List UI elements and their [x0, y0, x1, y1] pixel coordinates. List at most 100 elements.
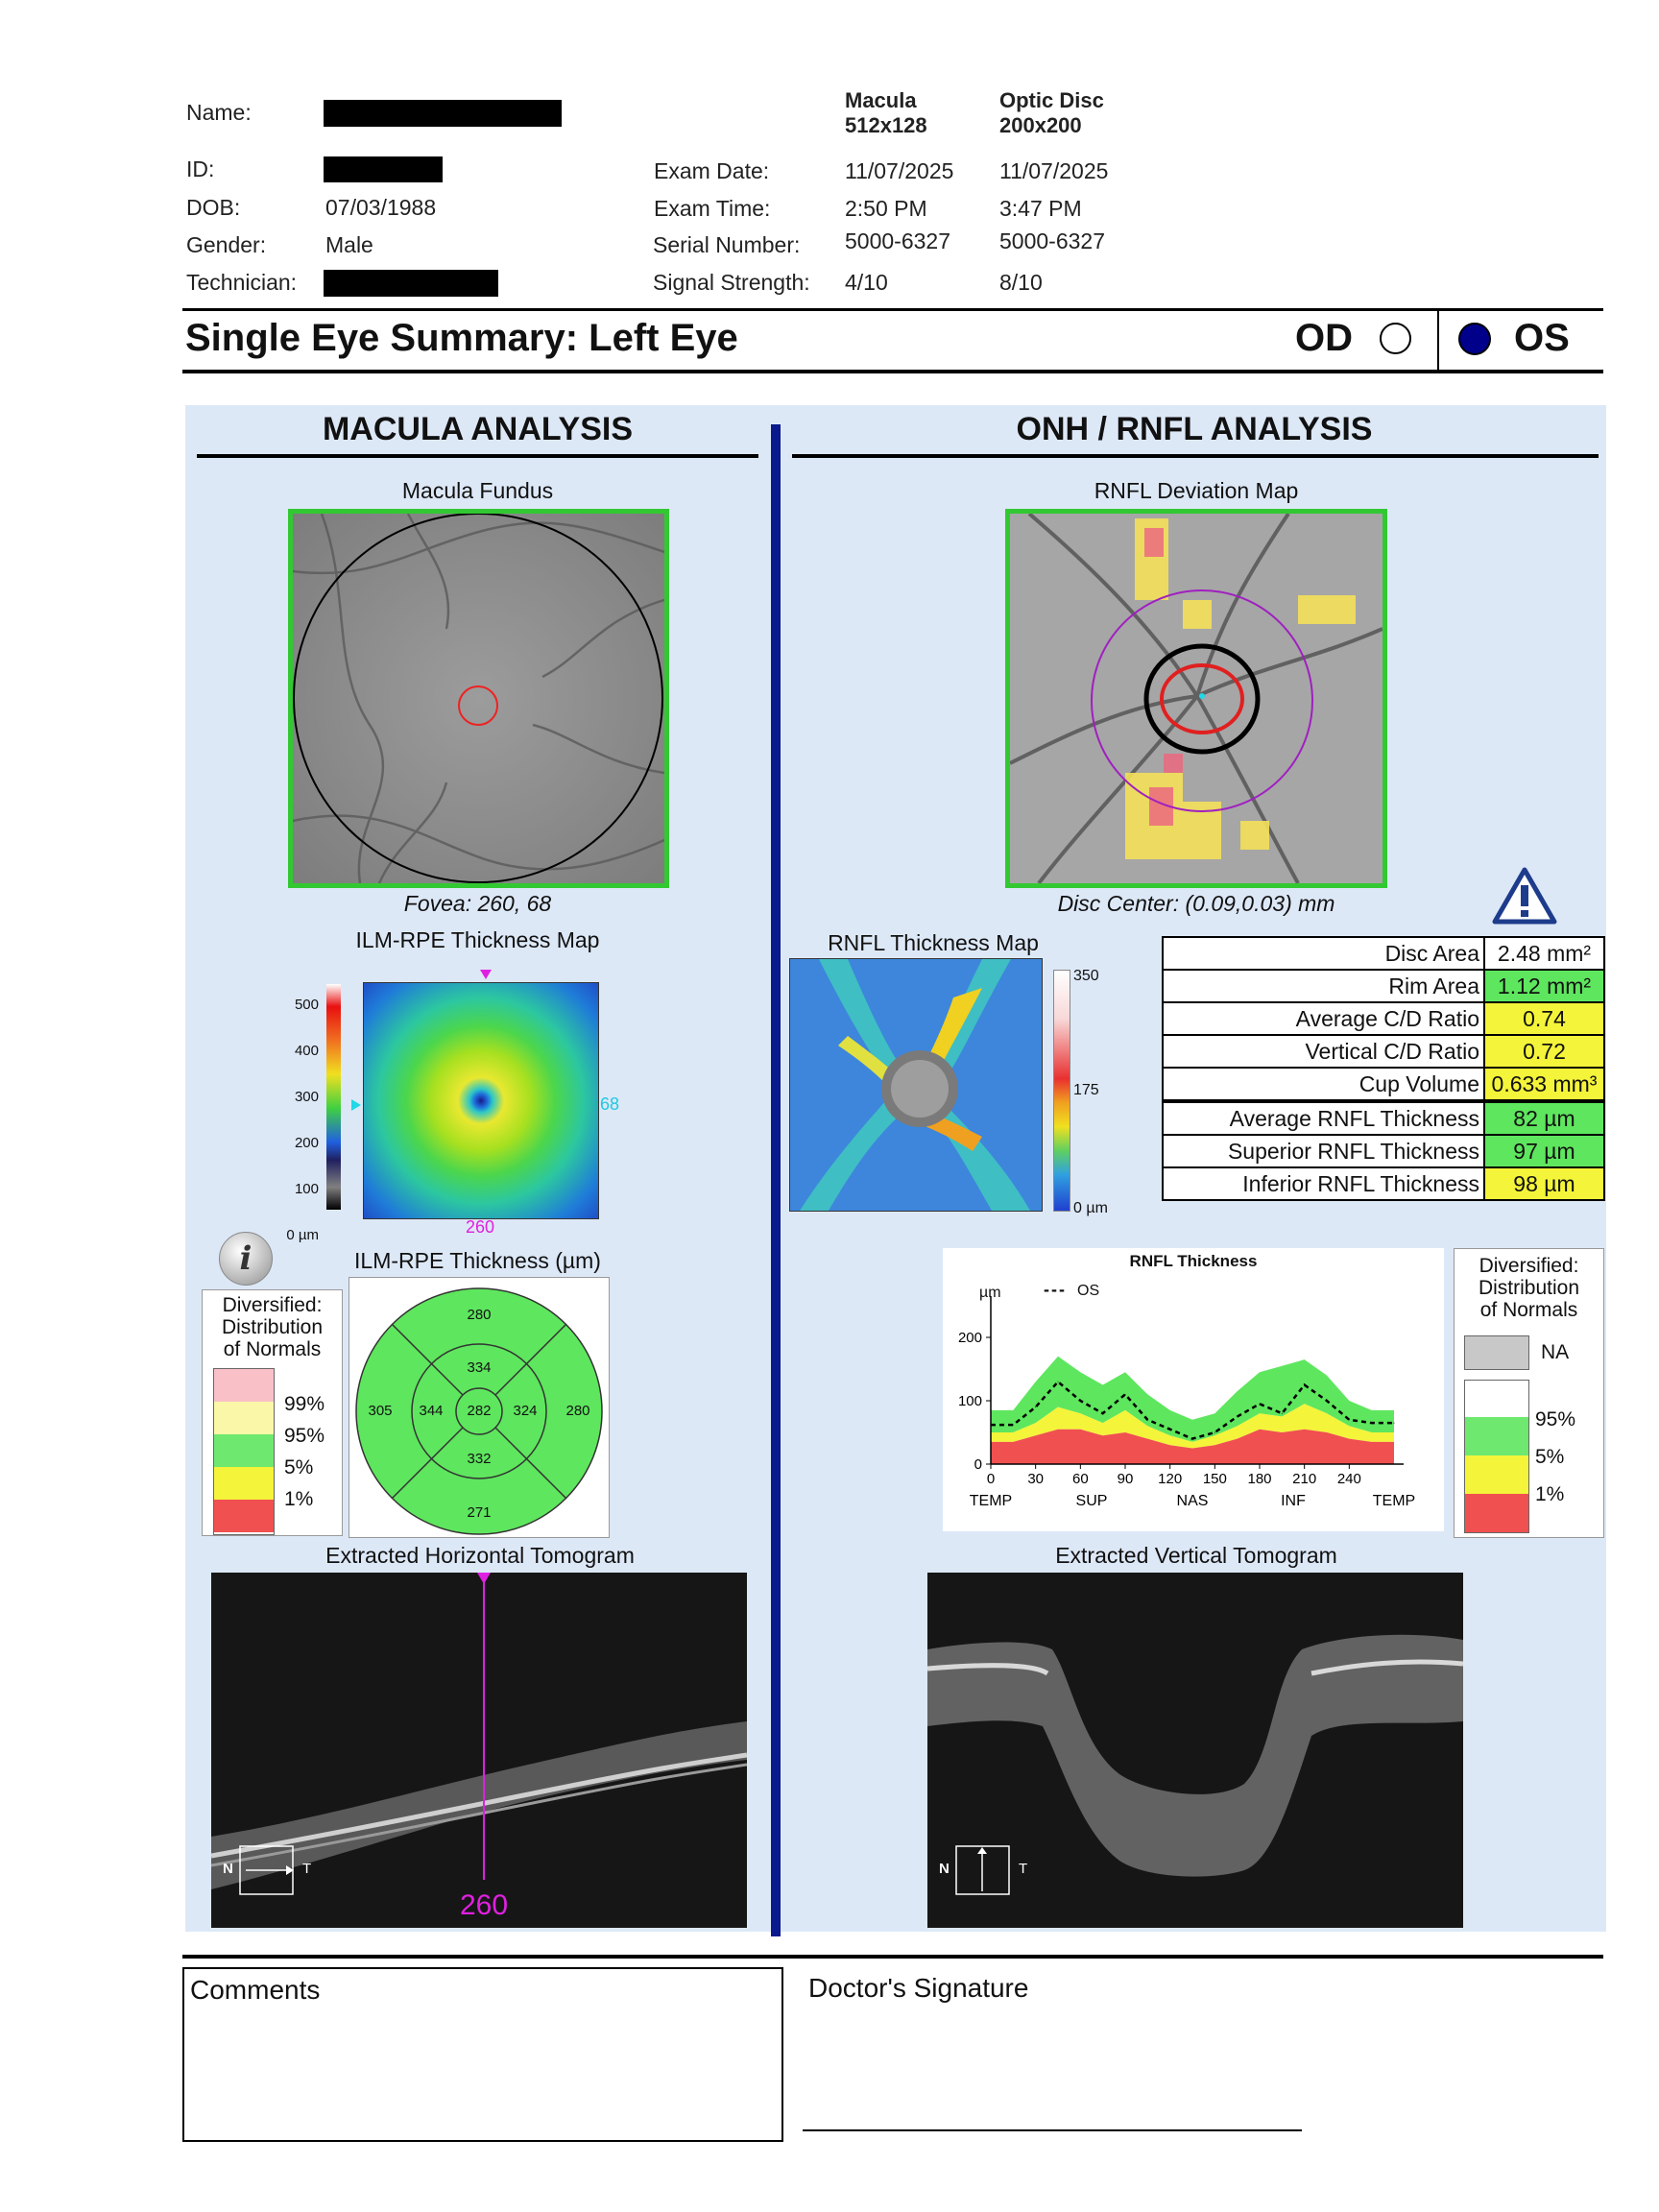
- dob-value: 07/03/1988: [325, 195, 437, 220]
- disc-serial: 5000-6327: [999, 228, 1105, 253]
- title-bottom-rule: [182, 370, 1603, 373]
- rnfl-os-point: [1191, 1438, 1193, 1440]
- panel-divider: [771, 424, 781, 1936]
- os-label: OS: [1514, 317, 1570, 359]
- rnfl-deviation-map: [1005, 509, 1387, 888]
- grid-inner-nasal: 324: [513, 1403, 538, 1419]
- sector-label: INF: [1281, 1493, 1306, 1509]
- warning-icon[interactable]: [1491, 866, 1558, 926]
- macula-section-title: MACULA ANALYSIS: [322, 411, 634, 447]
- od-label: OD: [1295, 317, 1353, 359]
- macula-legend-labels: 99% 95% 5% 1%: [284, 1393, 325, 1510]
- disc-exam-header: Optic Disc 200x200: [999, 88, 1104, 137]
- rnfl-scale-tick-bottom: 0 µm: [1073, 1200, 1108, 1216]
- rnfl-os-point: [1079, 1400, 1081, 1402]
- signature-line[interactable]: [803, 2129, 1302, 2131]
- rnfl-os-point: [1348, 1419, 1350, 1421]
- rnfl-scale-tick-mid: 175: [1073, 1082, 1099, 1098]
- rnfl-legend-labels: 95% 5% 1%: [1535, 1408, 1576, 1505]
- y-tick-label: 100: [958, 1393, 982, 1409]
- eye-divider: [1437, 311, 1439, 371]
- rnfl-os-point: [1214, 1431, 1215, 1433]
- grid-inner-temporal: 344: [419, 1403, 444, 1419]
- rnfl-legend-swatches: [1464, 1380, 1529, 1533]
- stats-row: Superior RNFL Thickness 97 µm: [1162, 1134, 1605, 1168]
- page-title: Single Eye Summary: Left Eye: [185, 317, 738, 359]
- rnfl-legend: Diversified: Distribution of Normals NA …: [1454, 1248, 1604, 1538]
- legend-title-line: of Normals: [223, 1338, 322, 1360]
- legend-swatch-red: [1465, 1494, 1528, 1532]
- chart-ylabel: µm: [979, 1285, 1001, 1301]
- chart-title: RNFL Thickness: [1129, 1252, 1258, 1270]
- grid-center: 282: [467, 1403, 492, 1419]
- grid-inner-superior: 334: [467, 1359, 492, 1376]
- onh-stats-table: Disc Area 2.48 mm² Rim Area 1.12 mm² Average…: [1162, 936, 1605, 1201]
- stats-value: 97 µm: [1483, 1134, 1605, 1168]
- rnfl-os-point: [1124, 1393, 1126, 1395]
- legend-title-line: Distribution: [1478, 1277, 1580, 1299]
- map-x-marker-arrow: [480, 970, 492, 979]
- htomo-orient-n: N: [223, 1861, 233, 1877]
- y-tick-label: 0: [974, 1456, 982, 1473]
- stats-label: Disc Area: [1162, 936, 1485, 971]
- rnfl-os-point: [1304, 1384, 1306, 1385]
- rnfl-os-point: [1237, 1416, 1238, 1417]
- rnfl-thickness-chart: RNFL Thickness µm --- OS 0 100 200 0 30 60 90 1…: [943, 1248, 1444, 1531]
- legend-swatch-pink: [214, 1369, 274, 1402]
- chart-legend-label: OS: [1077, 1283, 1100, 1299]
- rnfl-deviation-title: RNFL Deviation Map: [1094, 478, 1299, 503]
- macula-title-rule: [197, 454, 758, 458]
- macula-legend-swatches: [213, 1368, 275, 1535]
- x-tick-label: 210: [1292, 1471, 1316, 1487]
- rnfl-thickness-map: [789, 958, 1043, 1212]
- stats-row: Disc Area 2.48 mm²: [1162, 936, 1605, 971]
- stats-value: 2.48 mm²: [1483, 936, 1605, 971]
- macula-exam-header: Macula 512x128: [845, 88, 927, 137]
- onh-section-title: ONH / RNFL ANALYSIS: [1016, 411, 1373, 447]
- macula-fundus-title: Macula Fundus: [401, 478, 554, 503]
- footer-rule: [182, 1955, 1603, 1959]
- stats-label: Vertical C/D Ratio: [1162, 1034, 1485, 1069]
- chart-legend-line-icon: ---: [1044, 1280, 1067, 1299]
- rnfl-os-point: [1371, 1422, 1373, 1424]
- legend-swatch-yellow: [1465, 1455, 1528, 1494]
- ilm-rpe-grid: 280 334 305 344 282 324 280 332 271: [349, 1277, 610, 1538]
- exam-date-label: Exam Date:: [654, 158, 770, 183]
- stats-label: Inferior RNFL Thickness: [1162, 1166, 1485, 1201]
- rnfl-os-point: [1393, 1422, 1395, 1424]
- rnfl-os-point: [1102, 1412, 1104, 1414]
- macula-scale-ticks: 500 400 300 200 100 0 µm: [286, 997, 319, 1243]
- legend-title-line: Diversified:: [1479, 1255, 1579, 1277]
- legend-swatch-na: [1464, 1335, 1529, 1370]
- map-y-marker-arrow: [351, 1099, 361, 1111]
- grid-outer-temporal: 305: [368, 1403, 393, 1419]
- horizontal-tomogram-title: Extracted Horizontal Tomogram: [325, 1543, 635, 1568]
- stats-value: 82 µm: [1483, 1100, 1605, 1136]
- stats-row: Vertical C/D Ratio 0.72: [1162, 1034, 1605, 1069]
- x-tick-label: 0: [987, 1471, 995, 1487]
- disc-signal: 8/10: [999, 270, 1043, 295]
- rnfl-os-point: [1169, 1429, 1171, 1431]
- stats-value: 1.12 mm²: [1483, 969, 1605, 1003]
- serial-number-label: Serial Number:: [653, 232, 801, 257]
- legend-swatch-red: [214, 1500, 274, 1532]
- band-outside-normal: [991, 1429, 1394, 1464]
- os-radio-selected[interactable]: [1458, 323, 1491, 355]
- technician-redaction: [324, 270, 498, 297]
- name-label: Name:: [186, 100, 252, 125]
- od-radio[interactable]: [1380, 323, 1411, 354]
- fovea-caption: Fovea: 260, 68: [403, 891, 552, 916]
- gender-label: Gender:: [186, 232, 267, 257]
- y-tick-label: 200: [958, 1330, 982, 1346]
- rnfl-os-point: [990, 1424, 992, 1426]
- band-normal: [991, 1356, 1394, 1442]
- disc-exam-time: 3:47 PM: [999, 196, 1082, 221]
- disc-exam-date: 11/07/2025: [999, 158, 1109, 183]
- dob-label: DOB:: [186, 195, 241, 220]
- sector-label: NAS: [1177, 1493, 1209, 1509]
- stats-row: Inferior RNFL Thickness 98 µm: [1162, 1166, 1605, 1201]
- comments-box[interactable]: Comments: [182, 1967, 783, 2142]
- macula-exam-date: 11/07/2025: [845, 158, 954, 183]
- info-icon[interactable]: i: [219, 1232, 273, 1286]
- macula-fundus-image: [288, 509, 669, 888]
